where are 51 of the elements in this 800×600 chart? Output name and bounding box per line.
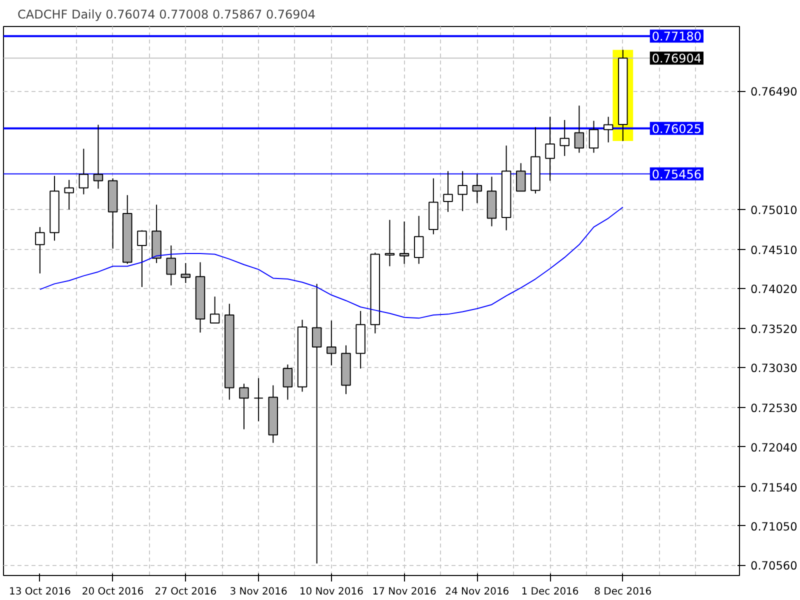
x-tick-label: 24 Nov 2016 [445, 586, 510, 598]
ref-line-label: 0.77180 [652, 30, 702, 44]
ref-line-label: 0.76025 [652, 122, 702, 136]
candlestick [384, 219, 395, 267]
candlestick [326, 320, 336, 366]
candlestick [166, 244, 176, 286]
x-tick-label: 3 Nov 2016 [230, 586, 288, 598]
x-tick-label: 10 Nov 2016 [299, 586, 364, 598]
y-tick-label: 0.71050 [750, 519, 798, 534]
candlestick [603, 116, 614, 143]
candlestick [35, 226, 45, 274]
candlestick [399, 220, 410, 264]
candlestick [560, 120, 570, 156]
candlestick [78, 148, 89, 195]
candlestick [414, 215, 424, 264]
candlestick [282, 364, 293, 400]
candlestick [93, 124, 104, 190]
x-tick-label: 1 Dec 2016 [521, 586, 579, 598]
y-tick-label: 0.72530 [750, 401, 798, 416]
candlestick [516, 162, 526, 192]
x-tick-label: 13 Oct 2016 [9, 586, 71, 598]
candlestick [239, 383, 249, 430]
candlestick [64, 179, 74, 210]
line-series [39, 206, 624, 319]
candlestick [312, 283, 322, 564]
candlestick [458, 170, 468, 212]
y-tick-label: 0.76490 [750, 84, 798, 99]
candlestick [588, 120, 599, 154]
candlestick [254, 378, 264, 422]
y-tick-label: 0.74510 [750, 242, 798, 257]
candlestick [545, 116, 555, 182]
y-tick-label: 0.73030 [750, 361, 798, 376]
candlestick [180, 262, 191, 284]
candlestick [574, 105, 584, 154]
y-tick-label: 0.70560 [750, 558, 798, 573]
y-tick-label: 0.71540 [750, 480, 798, 494]
candlestick [443, 170, 453, 212]
ref-line-label: 0.76904 [652, 52, 702, 66]
y-tick-label: 0.74020 [750, 282, 798, 296]
x-tick-label: 17 Nov 2016 [372, 586, 436, 598]
candlestick [210, 296, 220, 324]
ref-line-label: 0.75456 [652, 167, 702, 182]
y-tick-label: 0.73520 [750, 322, 798, 336]
x-tick-label: 27 Oct 2016 [154, 586, 217, 598]
candlestick [472, 174, 482, 204]
x-tick-label: 8 Dec 2016 [594, 586, 652, 598]
y-tick-label: 0.75010 [750, 203, 798, 217]
candlestick [137, 230, 147, 288]
y-tick-label: 0.72040 [750, 440, 798, 454]
x-tick-label: 20 Oct 2016 [82, 586, 144, 598]
chart-title: CADCHF Daily 0.76074 0.77008 0.75867 0.76904 [18, 8, 316, 22]
